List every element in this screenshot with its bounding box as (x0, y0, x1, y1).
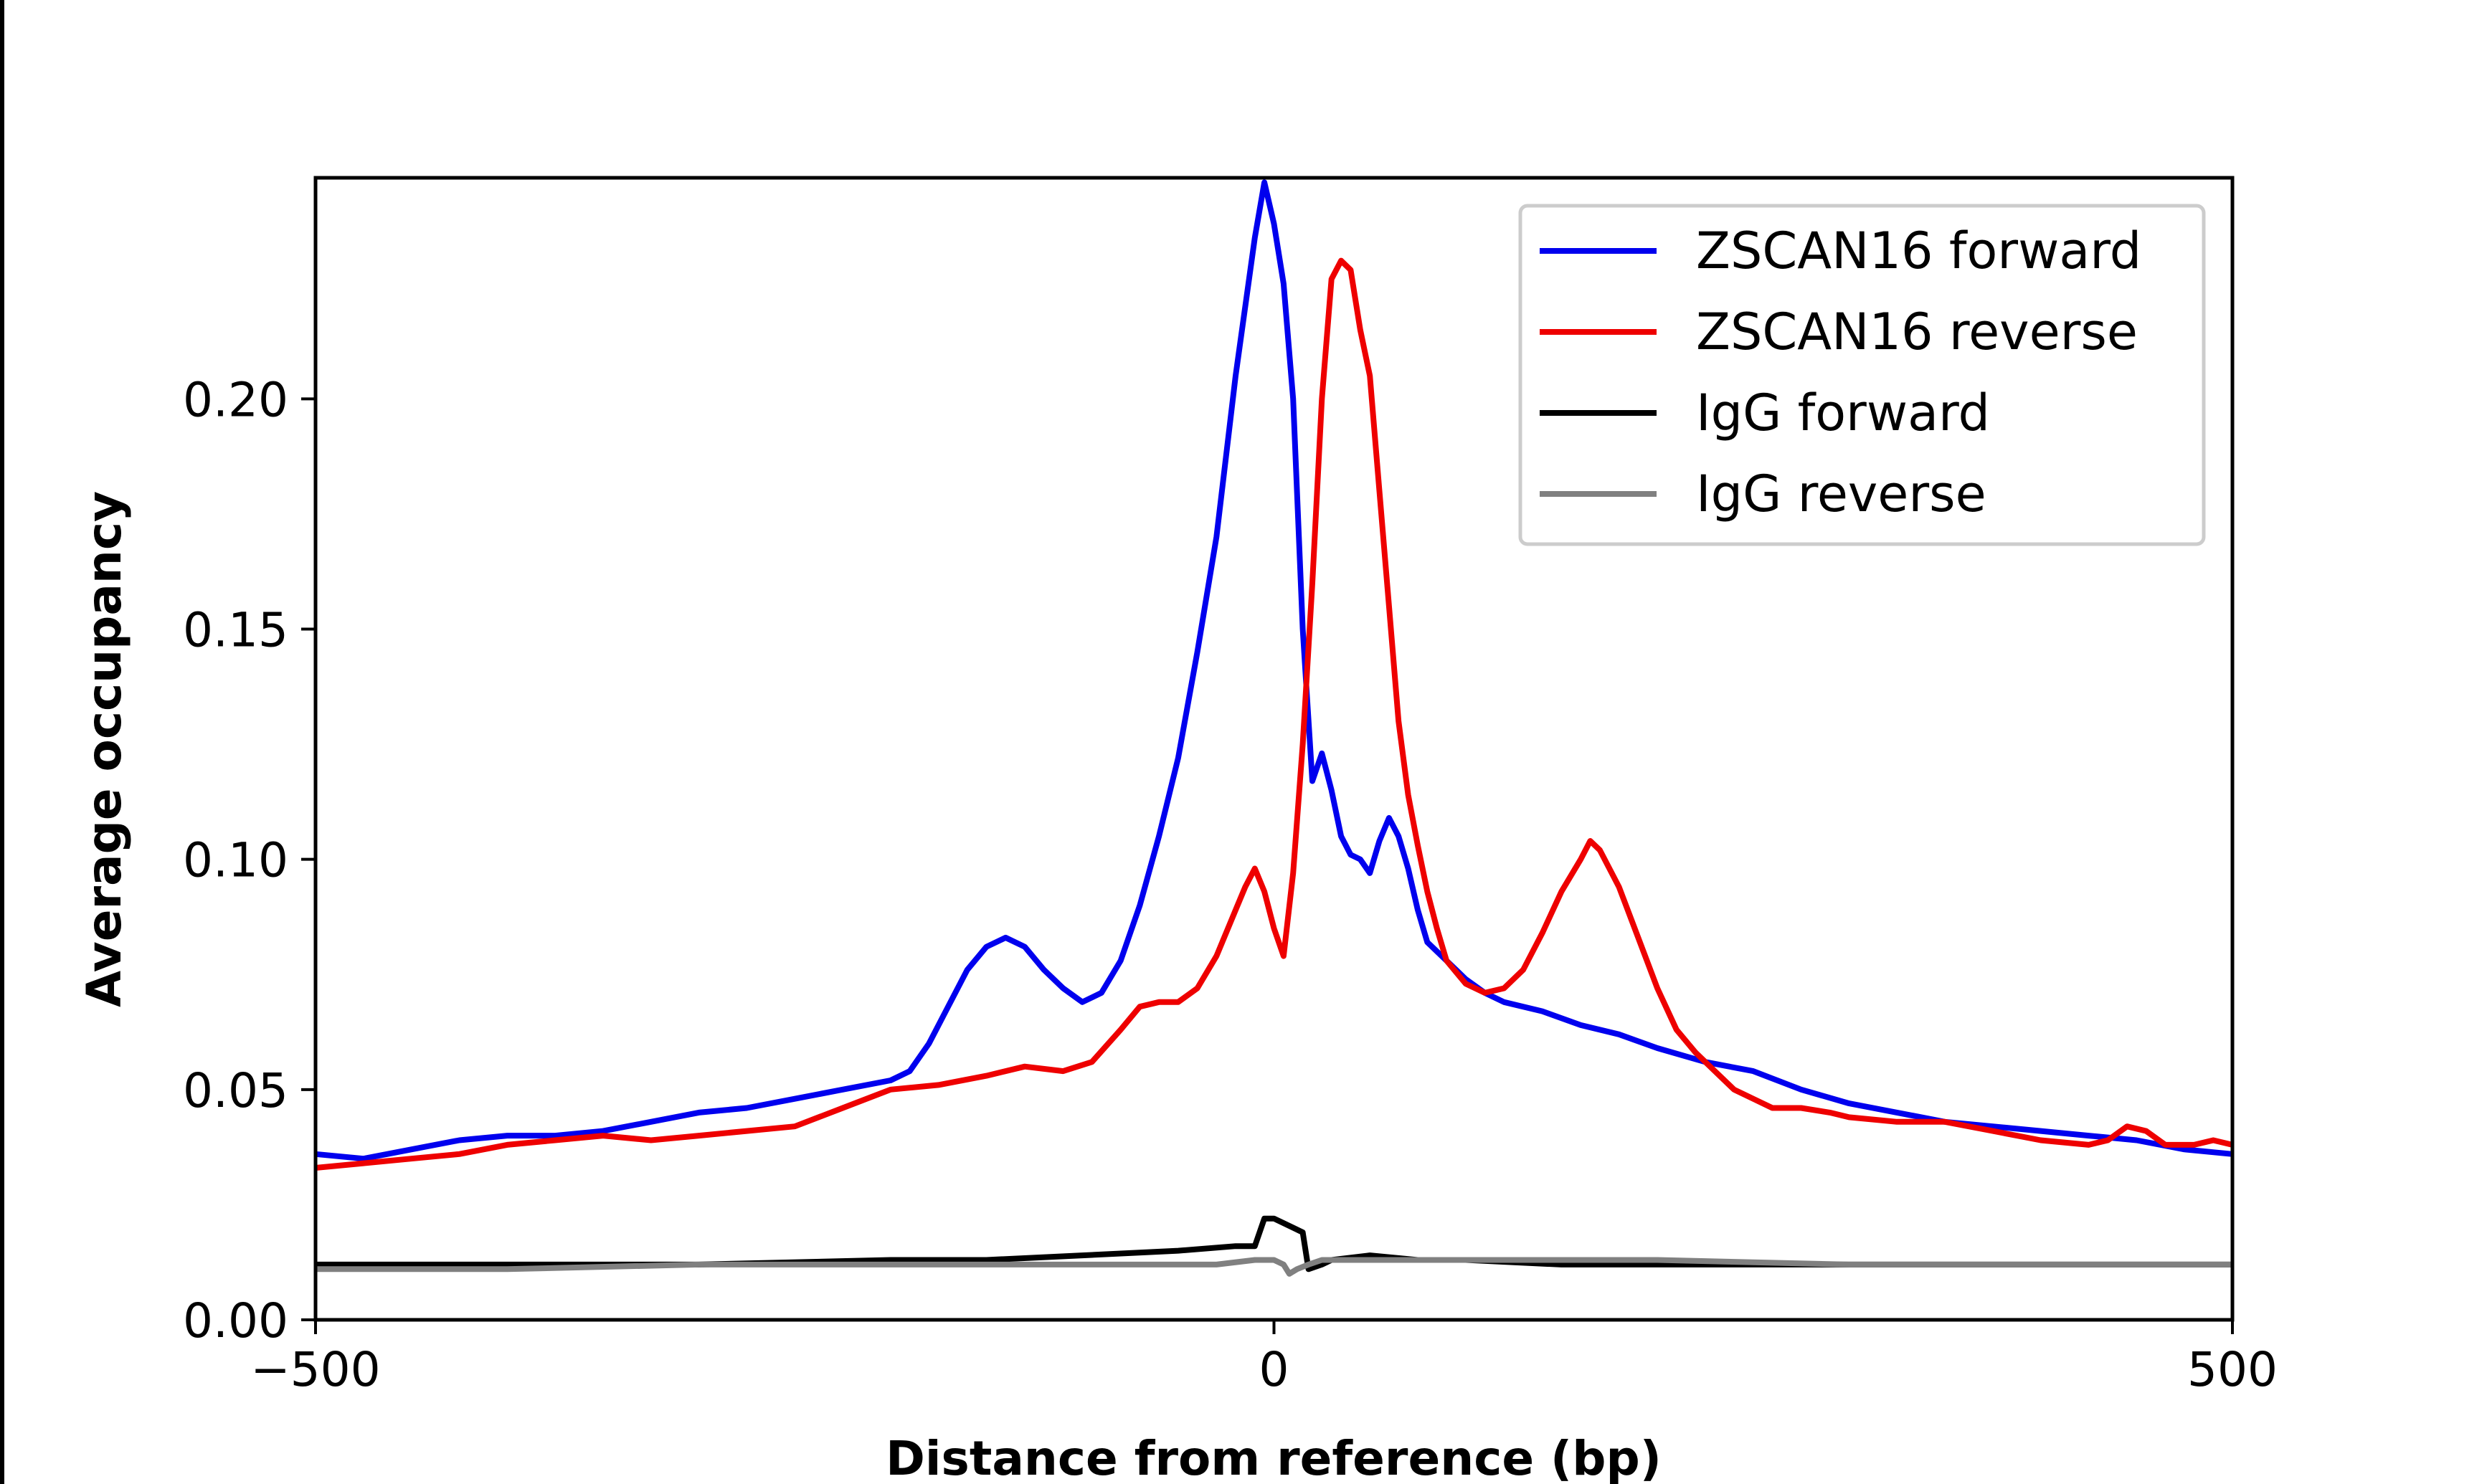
x-tick-label: 500 (2187, 1342, 2278, 1397)
series-line-0 (315, 179, 2233, 1162)
x-axis-label: Distance from reference (bp) (886, 1431, 1662, 1484)
series-line-3 (316, 1257, 2232, 1277)
tick-layer: −500 0 500 0.00 0.05 0.10 0.15 0.20 (183, 372, 2278, 1397)
y-tick-label: 0.15 (183, 602, 288, 657)
y-axis-label: Average occupancy (77, 491, 132, 1007)
legend-box (1518, 204, 2206, 546)
legend: ZSCAN16 forward ZSCAN16 reverse IgG forwar… (1518, 204, 2206, 546)
left-border (0, 0, 4, 1484)
y-tick-label: 0.20 (183, 372, 288, 427)
x-tick-label: −500 (250, 1342, 380, 1397)
series-line-1 (315, 257, 2233, 1171)
legend-label: IgG reverse (1696, 465, 1986, 523)
series-line-2 (316, 1215, 2232, 1273)
y-tick-label: 0.10 (183, 833, 288, 888)
x-tick-label: 0 (1259, 1342, 1289, 1397)
legend-label: IgG forward (1696, 384, 1990, 442)
y-tick-label: 0.05 (183, 1063, 288, 1118)
legend-label: ZSCAN16 forward (1696, 222, 2141, 280)
legend-label: ZSCAN16 reverse (1696, 303, 2138, 361)
series-layer (315, 179, 2233, 1277)
y-tick-label: 0.00 (183, 1293, 288, 1349)
